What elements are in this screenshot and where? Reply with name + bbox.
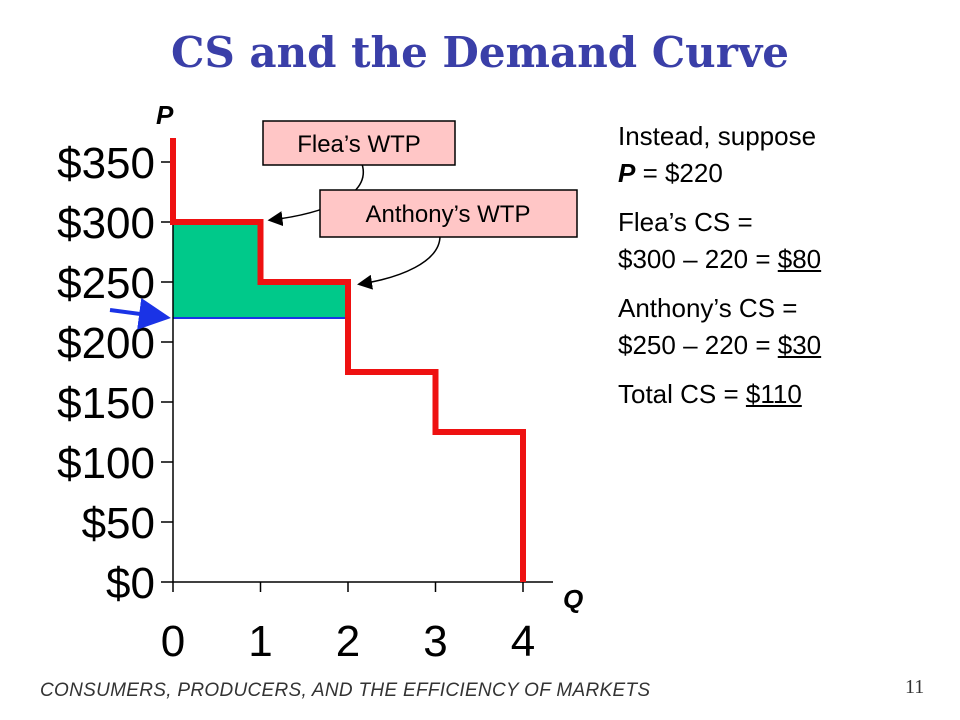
- assumption-text: Instead, suppose P = $220: [618, 121, 817, 188]
- x-axis-letter: Q: [563, 584, 583, 614]
- footer-text: CONSUMERS, PRODUCERS, AND THE EFFICIENCY…: [40, 680, 651, 701]
- y-tick-label: $300: [57, 199, 155, 248]
- x-tick-label: 4: [511, 617, 535, 666]
- flea-cs-text: Flea’s CS = $300 – 220 = $80: [618, 207, 822, 274]
- explanation-panel: Instead, suppose P = $220 Flea’s CS = $3…: [618, 118, 948, 425]
- anthony-callout-box: [319, 189, 578, 238]
- slide-title: CS and the Demand Curve: [171, 28, 789, 77]
- page-number: 11: [905, 676, 925, 698]
- x-tick-label: 2: [336, 617, 360, 666]
- total-cs-text: Total CS = $110: [618, 379, 802, 409]
- y-tick-label: $350: [57, 139, 155, 188]
- price-arrow: [109, 297, 171, 330]
- x-tick-label: 1: [248, 617, 272, 666]
- anthony-callout-arrow: [357, 235, 441, 290]
- y-tick-label: $100: [57, 439, 155, 488]
- wtp-callouts: Flea’s WTP Anthony’s WTP: [109, 120, 578, 330]
- demand-curve: [170, 138, 526, 582]
- tick-labels: $0 $50 $100 $150 $200 $250 $300 $350 0 1 2 3 4 P Q: [57, 100, 583, 666]
- anthony-cs-text: Anthony’s CS = $250 – 220 = $30: [618, 293, 822, 360]
- y-tick-label: $50: [82, 499, 155, 548]
- demand-step-curve: [170, 138, 526, 582]
- y-tick-label: $0: [106, 559, 155, 608]
- y-tick-label: $150: [57, 379, 155, 428]
- consumer-surplus-area: [173, 222, 348, 319]
- x-tick-label: 0: [161, 617, 185, 666]
- y-axis-letter: P: [156, 100, 174, 130]
- flea-callout-label: Flea’s WTP: [297, 131, 421, 158]
- y-tick-label: $250: [57, 259, 155, 308]
- anthony-callout-label: Anthony’s WTP: [366, 201, 531, 228]
- y-tick-label: $200: [57, 319, 155, 368]
- cs-block-2: [260, 282, 348, 318]
- flea-callout-box: [262, 120, 456, 166]
- cs-block-1: [173, 222, 261, 318]
- x-tick-label: 3: [423, 617, 447, 666]
